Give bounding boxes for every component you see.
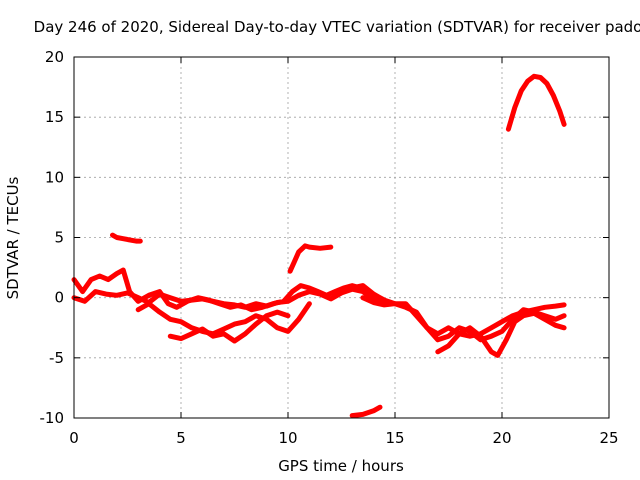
x-tick-label: 15 xyxy=(385,429,404,447)
series-track-8 xyxy=(110,232,143,244)
axis-ticks: 0 5 10 15 20 25 -10 -5 0 5 10 15 20 xyxy=(40,48,619,447)
series-track-10 xyxy=(349,404,383,419)
x-tick-label: 10 xyxy=(278,429,297,447)
y-tick-label: -10 xyxy=(40,409,65,427)
y-tick-label: 0 xyxy=(54,289,64,307)
y-tick-label: 10 xyxy=(45,168,64,186)
y-tick-label: 20 xyxy=(45,48,64,66)
chart-title: Day 246 of 2020, Sidereal Day-to-day VTE… xyxy=(34,18,640,36)
grid xyxy=(74,57,609,418)
data-series xyxy=(71,73,567,419)
series-track-2 xyxy=(71,286,387,310)
y-tick-label: 15 xyxy=(45,108,64,126)
y-tick-label: 5 xyxy=(54,229,64,247)
x-axis-label: GPS time / hours xyxy=(278,457,404,475)
y-tick-label: -5 xyxy=(49,349,64,367)
x-tick-label: 25 xyxy=(599,429,618,447)
x-tick-label: 20 xyxy=(492,429,511,447)
x-tick-label: 0 xyxy=(69,429,79,447)
series-track-4 xyxy=(167,309,291,344)
series-track-7 xyxy=(435,310,567,358)
x-tick-label: 5 xyxy=(176,429,186,447)
series-track-11 xyxy=(505,73,567,132)
y-axis-label: SDTVAR / TECUs xyxy=(4,176,22,299)
series-track-9 xyxy=(287,243,334,274)
series-track-3 xyxy=(135,301,312,337)
